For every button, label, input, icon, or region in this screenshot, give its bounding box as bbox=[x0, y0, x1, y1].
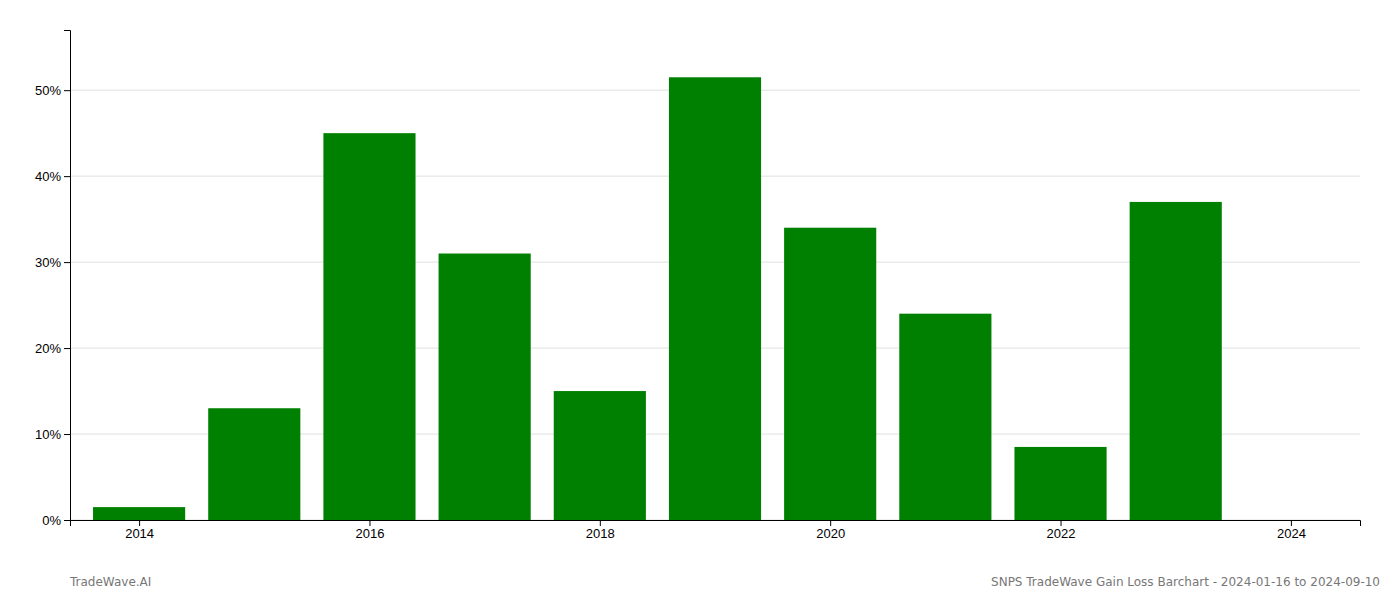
bar bbox=[1014, 447, 1106, 520]
x-tick: 2014 bbox=[125, 520, 154, 541]
footer: TradeWave.AI SNPS TradeWave Gain Loss Bar… bbox=[69, 575, 1380, 589]
tick-label: 2024 bbox=[1277, 526, 1306, 541]
bar bbox=[669, 77, 761, 520]
bar bbox=[554, 391, 646, 520]
tick-label: 2022 bbox=[1047, 526, 1076, 541]
axis-line bbox=[64, 31, 71, 521]
y-tick: 30% bbox=[35, 255, 70, 270]
tick-label: 2020 bbox=[816, 526, 845, 541]
y-tick: 50% bbox=[35, 83, 70, 98]
tick-mark bbox=[64, 176, 70, 177]
y-axis: 0% 10% 20% 30% 40% 50% bbox=[35, 31, 71, 528]
bar bbox=[1130, 202, 1222, 520]
tick-label: 10% bbox=[35, 427, 61, 442]
bars bbox=[93, 77, 1222, 520]
tick-label: 0% bbox=[42, 513, 61, 528]
chart: 2014 2016 2018 2020 2022 2024 0% 10% 20% 30% 40% 50… bbox=[0, 0, 1400, 600]
bar bbox=[439, 254, 531, 520]
tick-mark bbox=[64, 90, 70, 91]
tick-label: 30% bbox=[35, 255, 61, 270]
tick-mark bbox=[64, 434, 70, 435]
bar bbox=[93, 507, 185, 520]
y-tick: 10% bbox=[35, 427, 70, 442]
bar bbox=[208, 408, 300, 520]
x-tick: 2016 bbox=[356, 520, 385, 541]
tick-mark bbox=[1061, 520, 1062, 526]
y-tick: 0% bbox=[42, 513, 70, 528]
plot: 2014 2016 2018 2020 2022 2024 0% 10% 20% 30% 40% 50… bbox=[35, 31, 1361, 542]
bar bbox=[323, 133, 415, 520]
tick-label: 20% bbox=[35, 341, 61, 356]
bar bbox=[784, 228, 876, 520]
footer-text: TradeWave.AI bbox=[69, 575, 151, 589]
x-axis: 2014 2016 2018 2020 2022 2024 bbox=[71, 520, 1361, 541]
tick-mark bbox=[369, 520, 370, 526]
tick-mark bbox=[64, 262, 70, 263]
tick-label: 50% bbox=[35, 83, 61, 98]
axis-line bbox=[71, 521, 1361, 527]
tick-mark bbox=[64, 520, 70, 521]
x-tick: 2018 bbox=[586, 520, 615, 541]
x-tick: 2024 bbox=[1277, 520, 1306, 541]
tick-mark bbox=[64, 348, 70, 349]
tick-label: 2014 bbox=[125, 526, 154, 541]
tick-label: 2016 bbox=[356, 526, 385, 541]
bar bbox=[899, 314, 991, 520]
y-tick: 40% bbox=[35, 169, 70, 184]
x-tick: 2020 bbox=[816, 520, 845, 541]
x-tick: 2022 bbox=[1047, 520, 1076, 541]
y-tick: 20% bbox=[35, 341, 70, 356]
tick-label: 40% bbox=[35, 169, 61, 184]
tick-mark bbox=[830, 520, 831, 526]
tick-mark bbox=[139, 520, 140, 526]
footer-text: SNPS TradeWave Gain Loss Barchart - 2024… bbox=[991, 575, 1380, 589]
tick-label: 2018 bbox=[586, 526, 615, 541]
tick-mark bbox=[600, 520, 601, 526]
tick-mark bbox=[1291, 520, 1292, 526]
